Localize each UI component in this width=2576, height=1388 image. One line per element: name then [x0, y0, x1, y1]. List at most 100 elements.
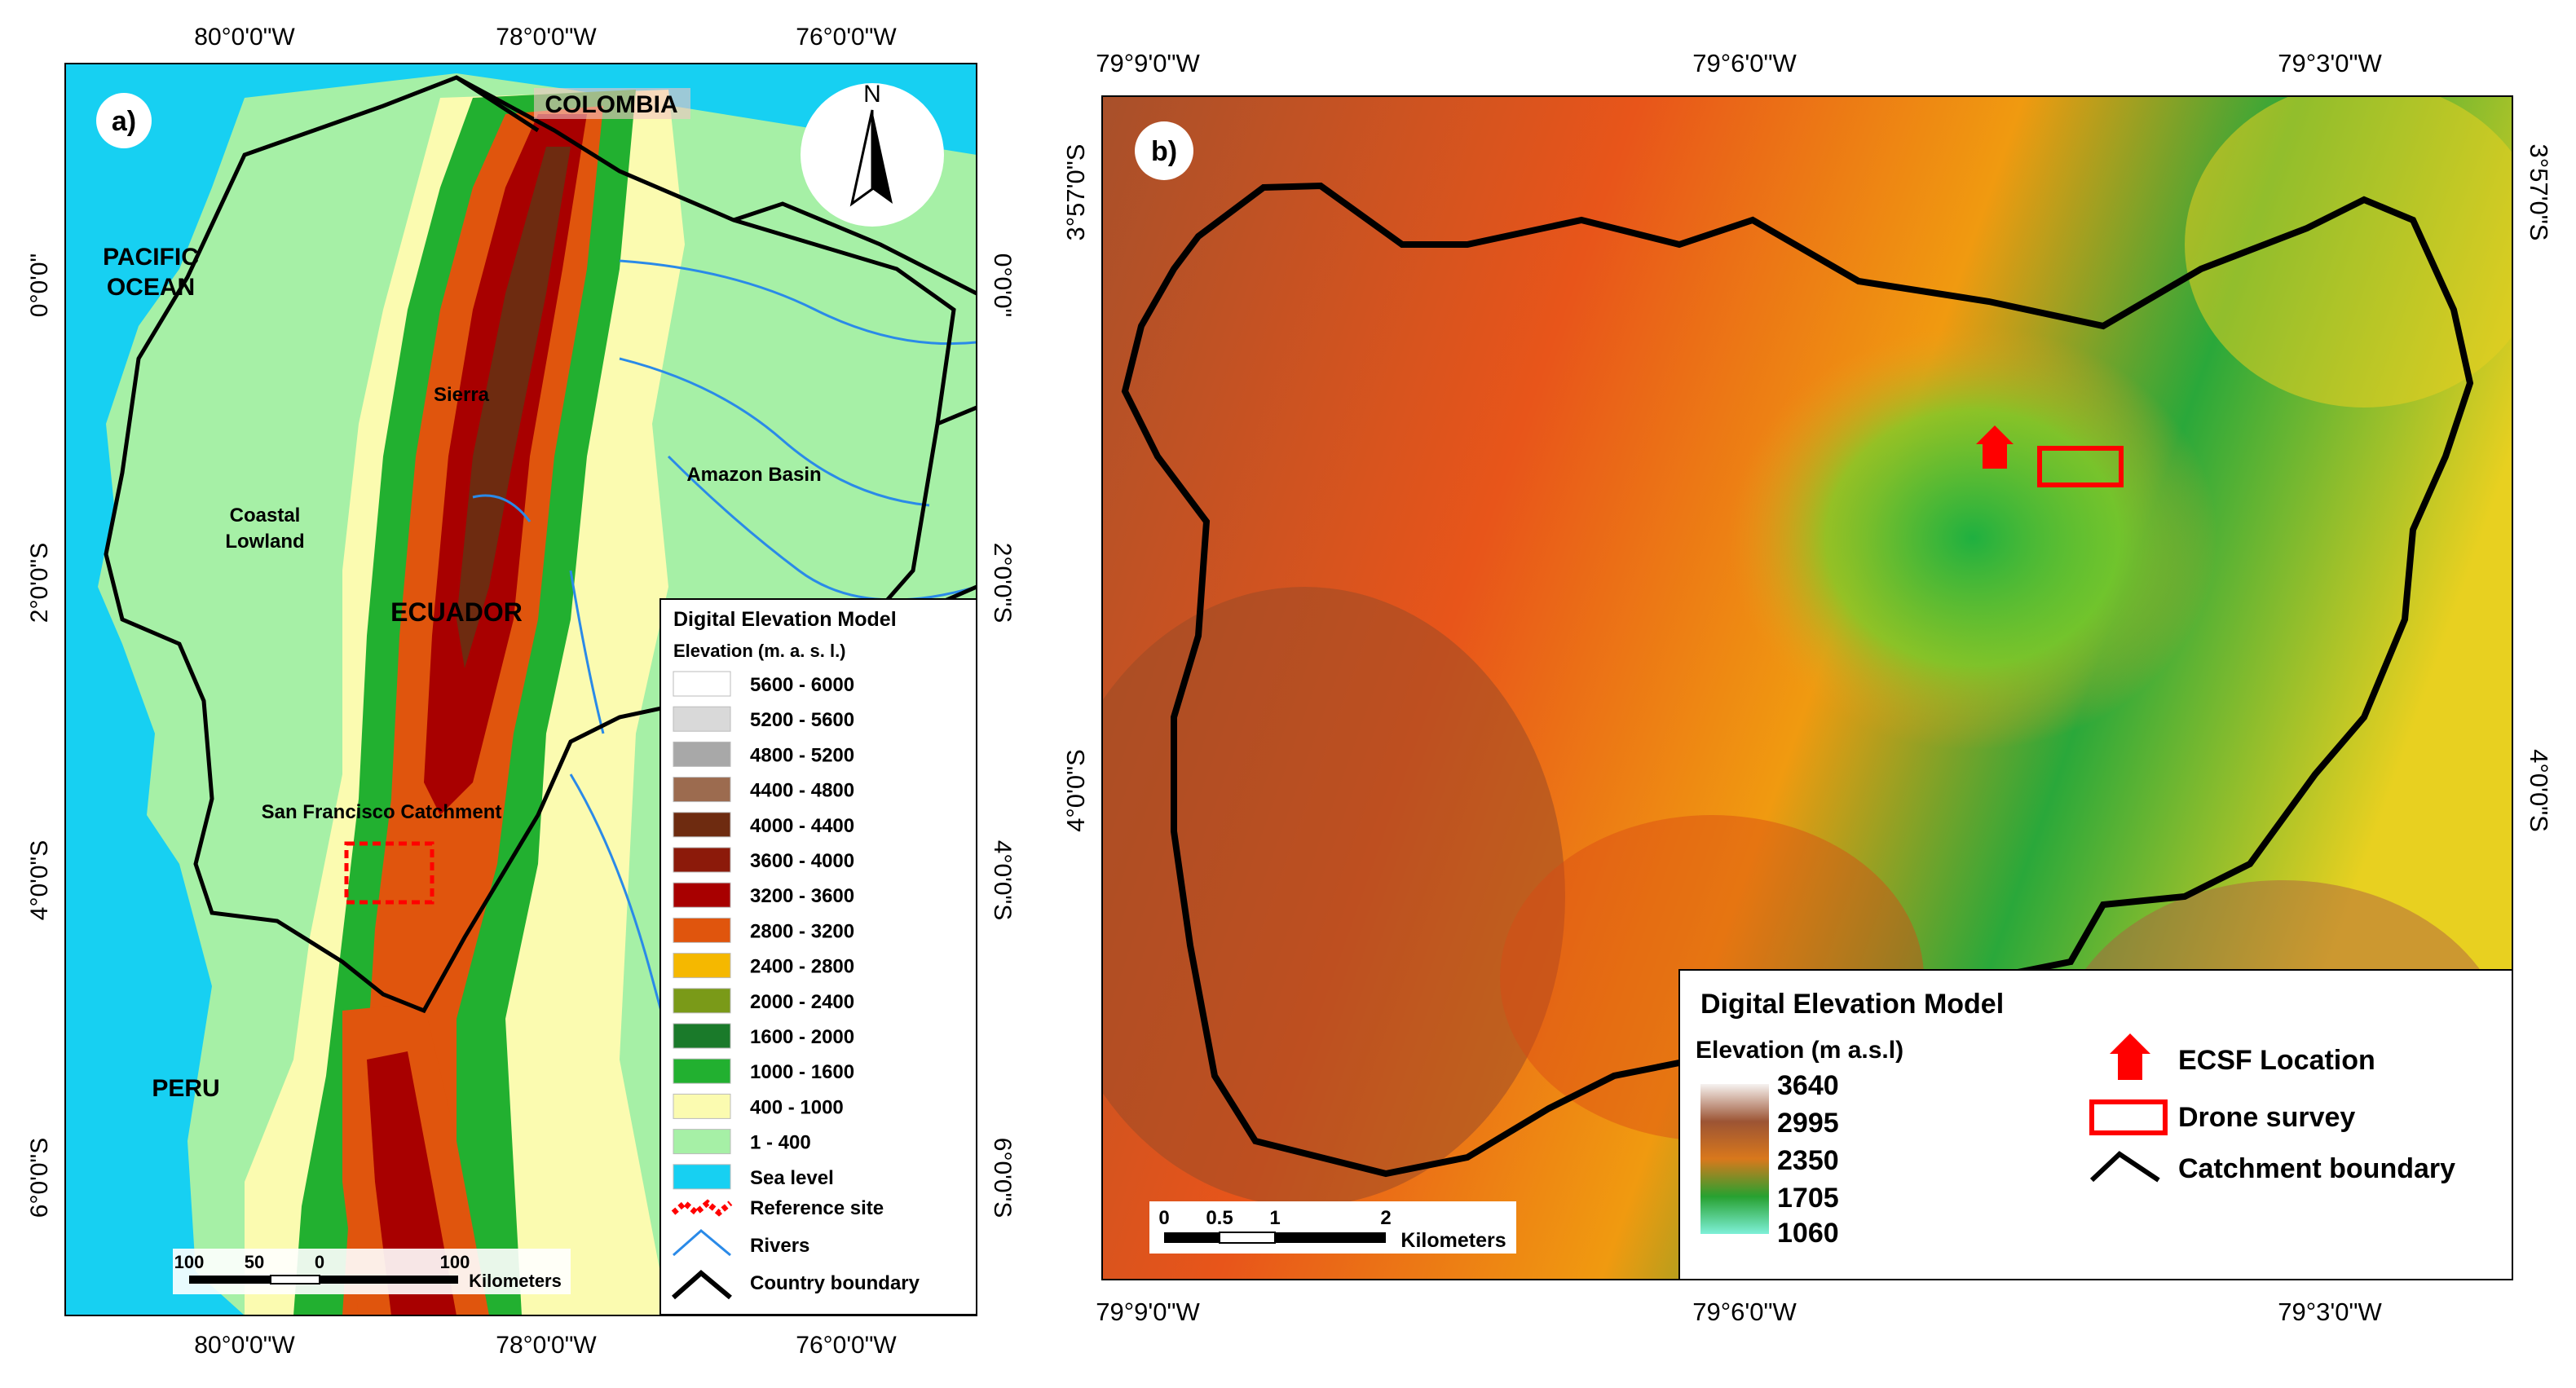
- ramp-label-5: 1060: [1777, 1218, 1839, 1249]
- legend-a-swatch: [673, 953, 731, 979]
- a-left-lat-4: 6°0'0"S: [26, 1138, 53, 1218]
- b-left-lat-1: 3°57'0"S: [1061, 144, 1090, 241]
- legend-a-swatch: [673, 706, 731, 732]
- legend-a-class-label: 1600 - 2000: [750, 1026, 854, 1048]
- north-arrow-label: N: [863, 81, 881, 108]
- a-left-lat-3: 4°0'0"S: [26, 840, 53, 920]
- legend-a-reference: Reference site: [750, 1197, 884, 1219]
- legend-a-swatch: [673, 741, 731, 767]
- legend-a-class-label: 3600 - 4000: [750, 850, 854, 872]
- legend-a-swatch: [673, 777, 731, 803]
- ecsf-location-icon: [1976, 425, 2014, 469]
- b-top-lon-3: 79°3'0"W: [2278, 49, 2382, 77]
- country-boundary-swatch: [672, 1270, 732, 1300]
- label-peru: PERU: [152, 1075, 219, 1102]
- a-top-lon-2: 78°0'0"W: [496, 24, 597, 51]
- a-top-lon-1: 80°0'0"W: [194, 24, 295, 51]
- dem-brown-sw: [1102, 587, 1565, 1206]
- scale-a-tick-4: 100: [440, 1252, 470, 1272]
- reference-site-marker: [344, 841, 434, 905]
- legend-a-country: Country boundary: [750, 1272, 920, 1294]
- scale-b-tick-4: 2: [1380, 1207, 1391, 1229]
- ramp-label-2: 2995: [1777, 1108, 1839, 1139]
- legend-a-title: Digital Elevation Model: [673, 608, 897, 631]
- label-amazon: Amazon Basin: [686, 464, 821, 486]
- legend-a-class-label: 4800 - 5200: [750, 744, 854, 766]
- legend-a-class-label: 2800 - 3200: [750, 920, 854, 942]
- scalebar-a: 100 50 0 100 Kilometers: [173, 1249, 571, 1294]
- a-right-lat-2: 2°0'0"S: [989, 543, 1016, 623]
- catchment-legend-icon: [2089, 1151, 2160, 1183]
- legend-a-swatch: [673, 1164, 731, 1190]
- a-right-lat-4: 6°0'0"S: [989, 1138, 1016, 1218]
- label-pacific: PACIFIC: [103, 244, 199, 271]
- legend-a-swatch: [673, 1093, 731, 1119]
- panel-b-label: b): [1151, 136, 1177, 167]
- dem-yellow-ne: [2185, 96, 2512, 408]
- legend-b-subtitle: Elevation (m a.s.l): [1696, 1037, 1903, 1064]
- legend-a-class-label: 2000 - 2400: [750, 991, 854, 1013]
- panel-a-label-bg: [96, 93, 152, 148]
- legend-b-ramp: [1700, 1084, 1769, 1234]
- catchment-boundary: [1121, 182, 2474, 1178]
- scale-a-tick-2: 50: [245, 1252, 264, 1272]
- legend-b-title: Digital Elevation Model: [1700, 989, 2004, 1020]
- legend-a-subtitle: Elevation (m. a. s. l.): [673, 641, 846, 661]
- legend-b-catchment: Catchment boundary: [2178, 1153, 2455, 1184]
- rivers-swatch: [673, 1229, 731, 1257]
- legend-b-drone: Drone survey: [2178, 1102, 2355, 1133]
- scale-b-unit: Kilometers: [1400, 1229, 1506, 1252]
- legend-a-class-label: 400 - 1000: [750, 1096, 844, 1118]
- b-bottom-lon-3: 79°3'0"W: [2278, 1298, 2382, 1326]
- drone-legend-icon: [2089, 1099, 2168, 1135]
- b-bottom-lon-1: 79°9'0"W: [1096, 1298, 1200, 1326]
- legend-a-swatch: [673, 988, 731, 1014]
- legend-a-class-label: 5600 - 6000: [750, 674, 854, 696]
- ramp-label-3: 2350: [1777, 1145, 1839, 1176]
- legend-a-classes: 5600 - 6000 5200 - 5600 4800 - 5200 4400 - …: [673, 671, 854, 1190]
- legend-a-class-label: 4400 - 4800: [750, 780, 854, 802]
- scale-b-tick-2: 0.5: [1206, 1207, 1233, 1229]
- b-top-lon-1: 79°9'0"W: [1096, 49, 1200, 77]
- scalebar-b: 0 0.5 1 2 Kilometers: [1149, 1201, 1516, 1254]
- north-arrow-icon: N: [801, 81, 944, 227]
- legend-a-swatch: [673, 1058, 731, 1084]
- panel-a: 80°0'0"W 78°0'0"W 76°0'0"W 80°0'0"W 78°0…: [26, 24, 1016, 1359]
- legend-a-swatch: [673, 671, 731, 697]
- legend-a-swatch: [673, 882, 731, 908]
- scale-a-tick-3: 0: [315, 1252, 324, 1272]
- legend-a-class-label: Sea level: [750, 1167, 834, 1189]
- panel-b: 79°9'0"W 79°6'0"W 79°3'0"W 79°9'0"W 79°6…: [1061, 49, 2553, 1326]
- scale-a-tick-1: 100: [174, 1252, 205, 1272]
- a-top-lon-3: 76°0'0"W: [796, 24, 897, 51]
- label-ocean: OCEAN: [107, 274, 195, 301]
- legend-a-class-label: 1 - 400: [750, 1132, 811, 1154]
- legend-a-swatch: [673, 812, 731, 838]
- land-peaks: [457, 147, 571, 668]
- legend-a-swatch: [673, 1129, 731, 1155]
- panel-a-label: a): [112, 106, 136, 137]
- legend-a-class-label: 4000 - 4400: [750, 815, 854, 837]
- b-left-lat-2: 4°0'0"S: [1061, 749, 1090, 832]
- label-san-francisco: San Francisco Catchment: [262, 801, 502, 823]
- legend-a-swatch: [673, 917, 731, 943]
- a-bottom-lon-3: 76°0'0"W: [796, 1332, 897, 1359]
- ramp-label-4: 1705: [1777, 1183, 1839, 1214]
- a-right-lat-1: 0°0'0": [989, 253, 1016, 317]
- scale-b-tick-1: 0: [1158, 1207, 1169, 1229]
- legend-a-swatch: [673, 1023, 731, 1049]
- colombia-boundary: [455, 75, 977, 296]
- ramp-label-1: 3640: [1777, 1070, 1839, 1101]
- label-coastal: Coastal: [230, 505, 301, 527]
- a-bottom-lon-2: 78°0'0"W: [496, 1332, 597, 1359]
- label-colombia: COLOMBIA: [545, 91, 677, 118]
- legend-a: Digital Elevation Model Elevation (m. a.…: [659, 598, 977, 1315]
- legend-a-class-label: 1000 - 1600: [750, 1061, 854, 1083]
- a-bottom-lon-1: 80°0'0"W: [194, 1332, 295, 1359]
- b-right-lat-2: 4°0'0"S: [2525, 749, 2553, 832]
- country-boundary: [104, 75, 956, 1014]
- legend-b-ecsf: ECSF Location: [2178, 1045, 2375, 1076]
- legend-a-swatch: [673, 847, 731, 873]
